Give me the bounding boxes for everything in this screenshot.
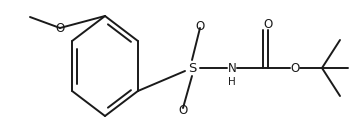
Text: O: O — [178, 103, 188, 117]
Text: H: H — [228, 77, 236, 87]
Text: S: S — [188, 62, 196, 74]
Text: O: O — [55, 22, 65, 34]
Text: N: N — [228, 62, 236, 74]
Text: O: O — [290, 62, 299, 74]
Text: O: O — [263, 18, 273, 32]
Text: O: O — [195, 20, 205, 32]
